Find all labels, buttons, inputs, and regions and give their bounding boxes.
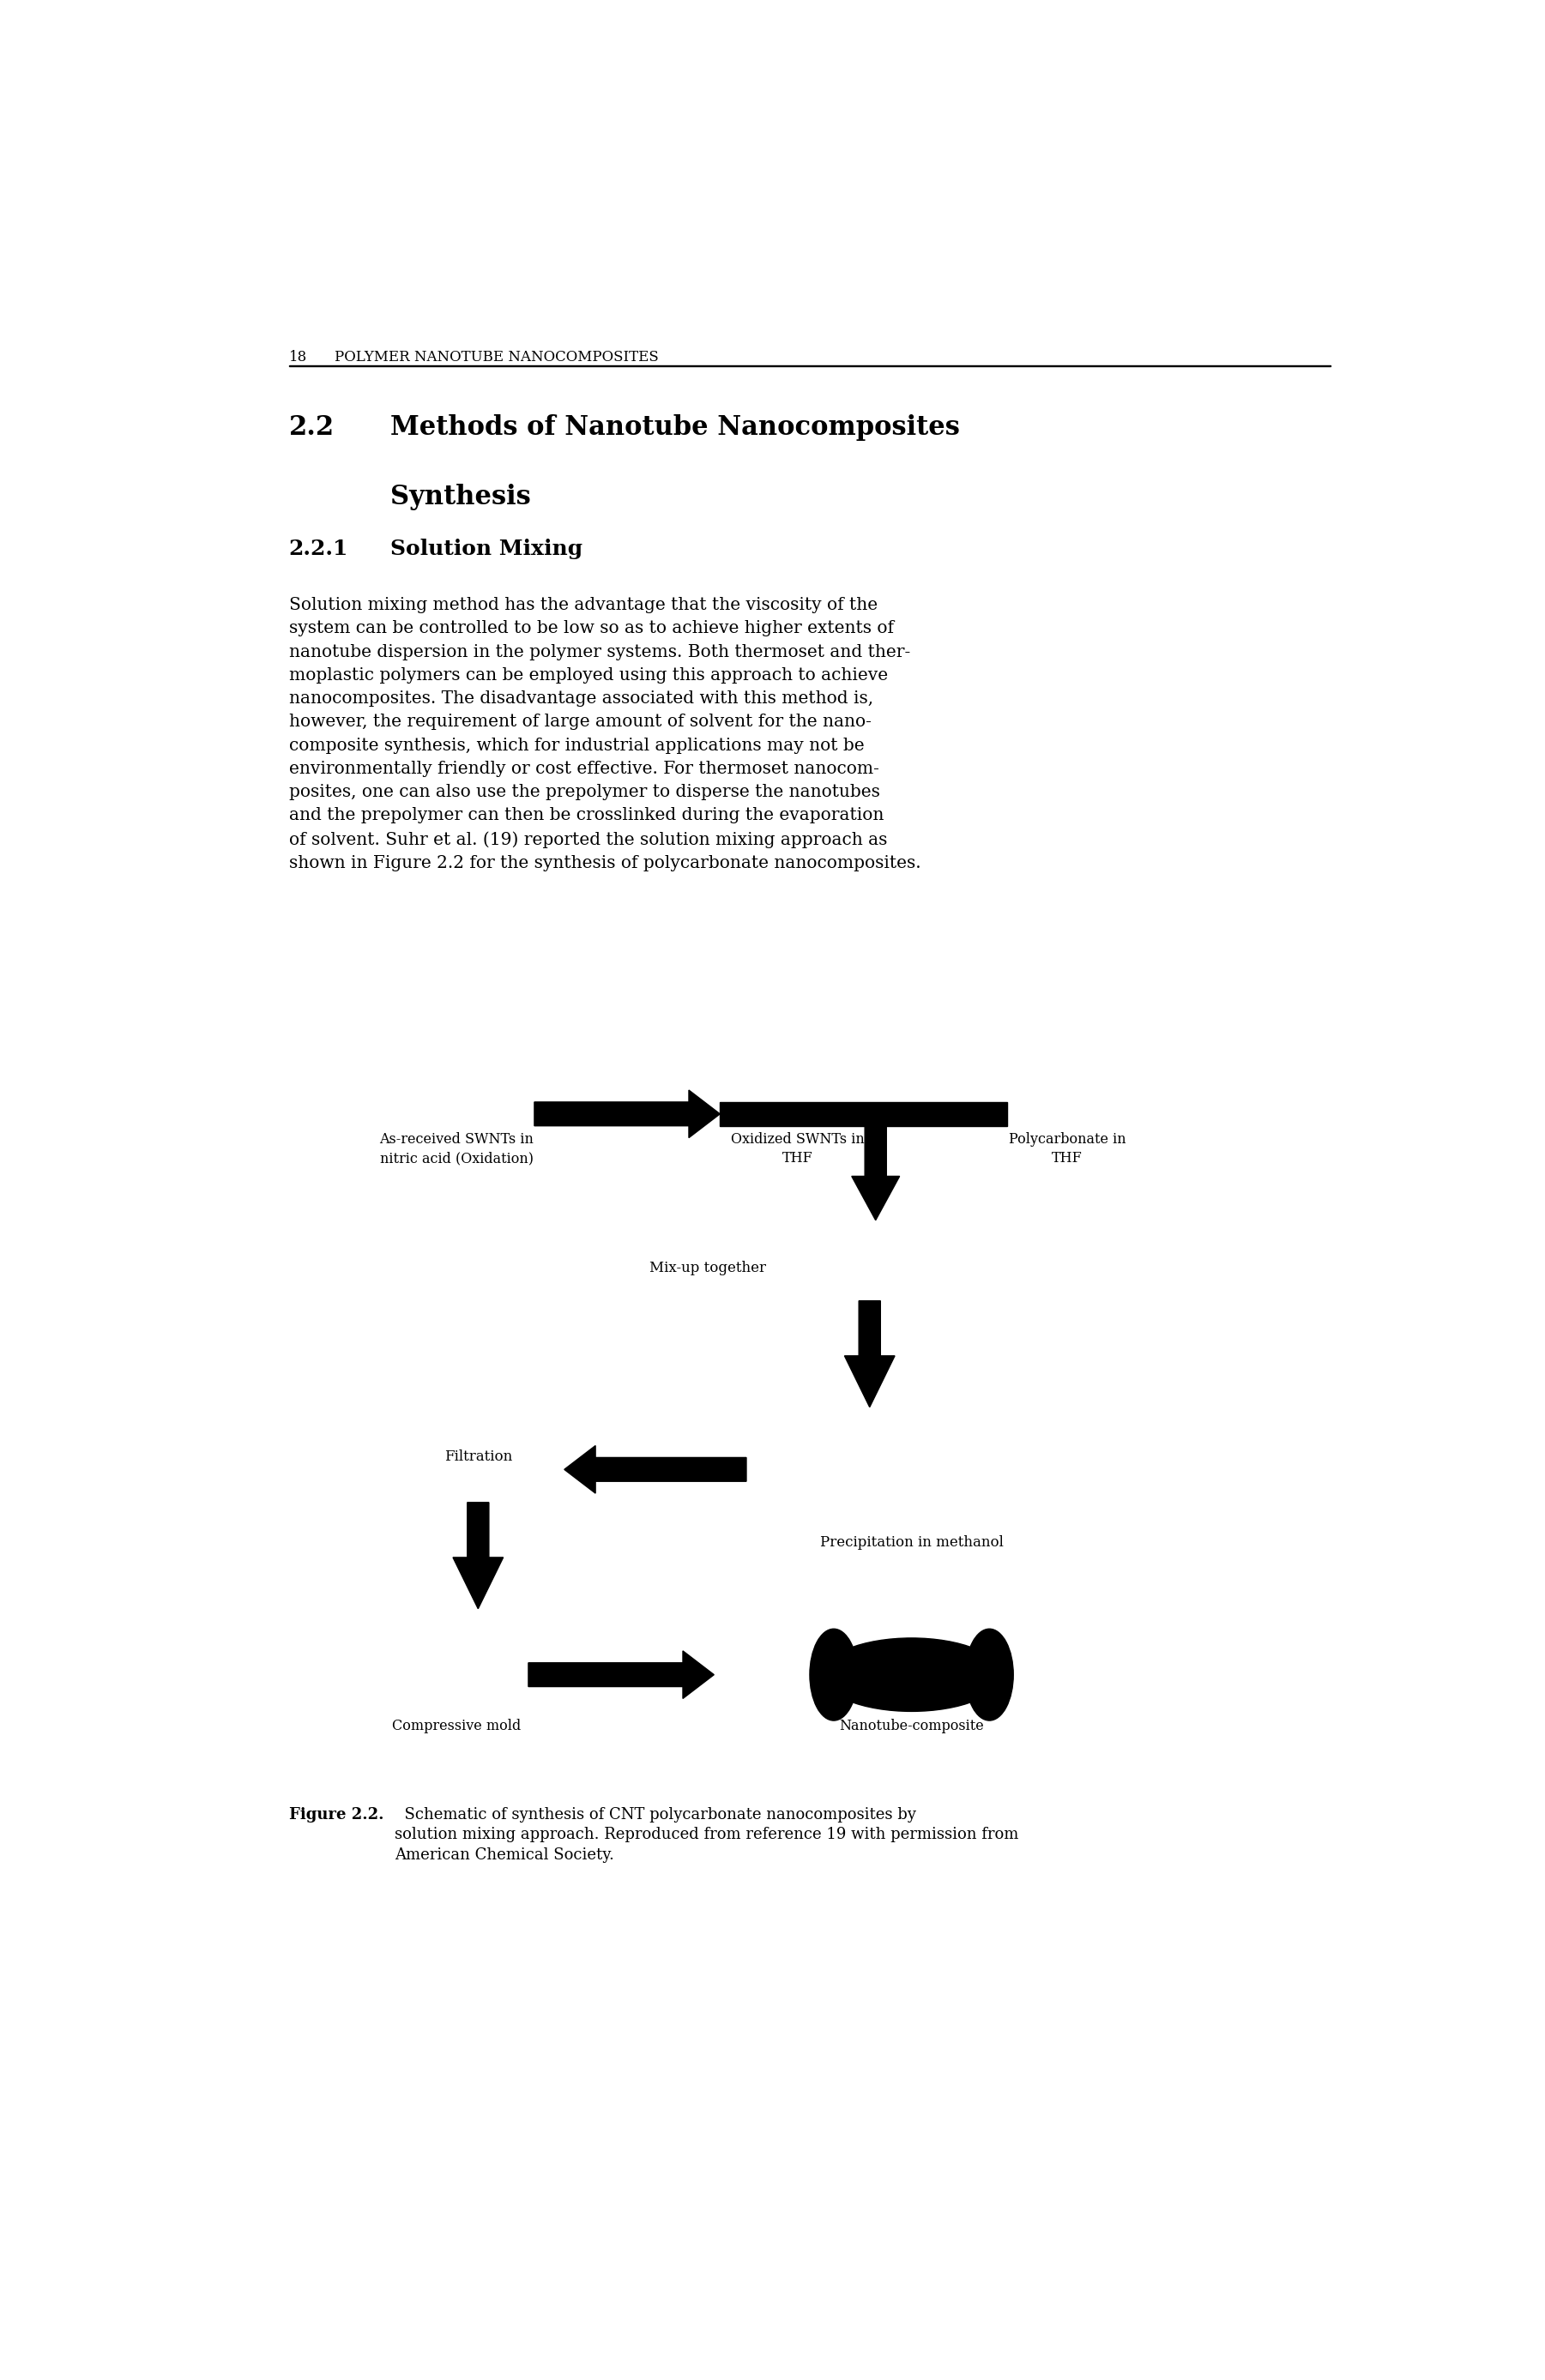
- Text: As-received SWNTs in
nitric acid (Oxidation): As-received SWNTs in nitric acid (Oxidat…: [380, 1133, 533, 1166]
- Polygon shape: [845, 1302, 895, 1407]
- Polygon shape: [564, 1445, 746, 1492]
- Text: Nanotube-composite: Nanotube-composite: [839, 1718, 984, 1733]
- Text: 2.2: 2.2: [289, 414, 334, 440]
- Text: Figure 2.2.: Figure 2.2.: [289, 1806, 383, 1823]
- Text: Solution Mixing: Solution Mixing: [391, 538, 582, 559]
- Text: 2.2.1: 2.2.1: [289, 538, 349, 559]
- Polygon shape: [535, 1090, 720, 1138]
- Text: 18: 18: [289, 350, 307, 364]
- Ellipse shape: [810, 1628, 857, 1721]
- Text: Polycarbonate in
THF: Polycarbonate in THF: [1009, 1133, 1126, 1166]
- Polygon shape: [528, 1652, 714, 1699]
- Text: Solution mixing method has the advantage that the viscosity of the
system can be: Solution mixing method has the advantage…: [289, 597, 921, 871]
- Text: Oxidized SWNTs in
THF: Oxidized SWNTs in THF: [731, 1133, 865, 1166]
- Text: Filtration: Filtration: [443, 1449, 511, 1464]
- Text: Methods of Nanotube Nanocomposites: Methods of Nanotube Nanocomposites: [391, 414, 959, 440]
- Text: Compressive mold: Compressive mold: [392, 1718, 521, 1733]
- Text: Mix-up together: Mix-up together: [649, 1261, 766, 1276]
- Ellipse shape: [966, 1628, 1014, 1721]
- Polygon shape: [453, 1502, 504, 1609]
- Text: Synthesis: Synthesis: [391, 483, 531, 509]
- Text: POLYMER NANOTUBE NANOCOMPOSITES: POLYMER NANOTUBE NANOCOMPOSITES: [334, 350, 658, 364]
- Text: Schematic of synthesis of CNT polycarbonate nanocomposites by
solution mixing ap: Schematic of synthesis of CNT polycarbon…: [394, 1806, 1018, 1864]
- Polygon shape: [851, 1126, 899, 1221]
- Text: Precipitation in methanol: Precipitation in methanol: [820, 1535, 1003, 1549]
- Bar: [720, 1102, 1007, 1126]
- Ellipse shape: [822, 1637, 1001, 1711]
